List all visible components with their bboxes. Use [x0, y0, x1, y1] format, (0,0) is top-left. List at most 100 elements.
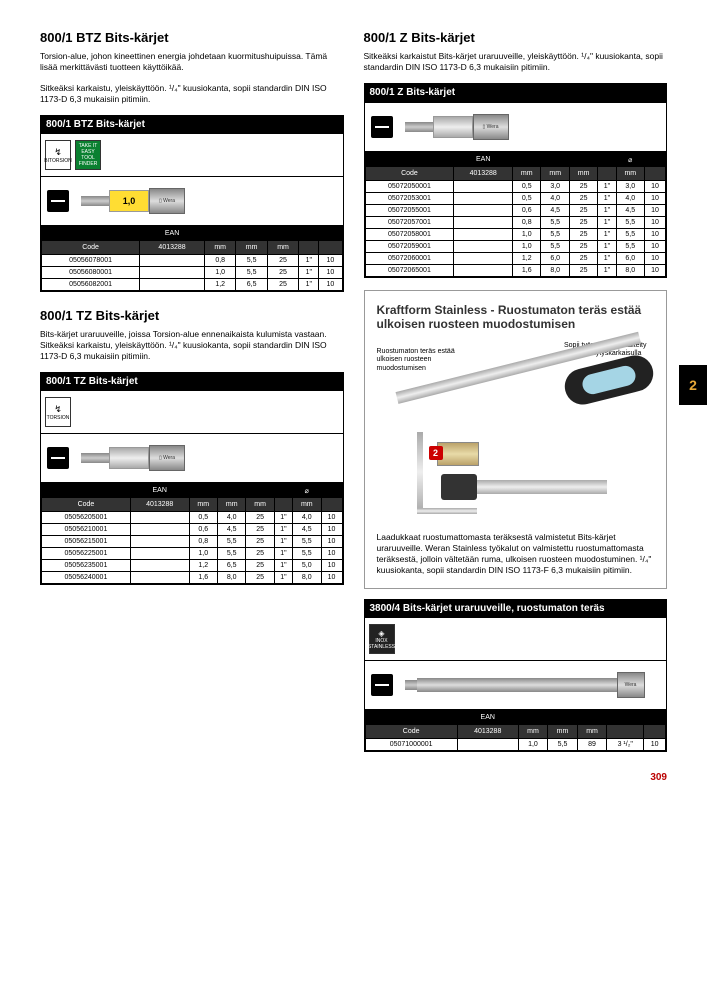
table-cell: 4,5 — [293, 524, 321, 536]
table-header-bar: 800/1 Z Bits-kärjet — [364, 83, 668, 102]
table-cell: 1" — [274, 572, 292, 584]
left-column: 800/1 BTZ Bits-kärjet Torsion-alue, joho… — [40, 30, 344, 752]
bit-image: ▯ Wera — [405, 113, 509, 141]
product-image-row: ▯ Wera — [40, 434, 344, 482]
table-cell: 25 — [246, 536, 274, 548]
table-header-cell — [645, 153, 666, 167]
table-row: 050562400011,68,0251"8,010 — [42, 572, 343, 584]
table-cell: 6,5 — [236, 279, 267, 291]
table-subheader-cell: mm — [246, 498, 274, 512]
table-subheader-cell: mm — [541, 167, 569, 181]
table-header-cell — [321, 484, 342, 498]
table-cell: 8,0 — [541, 265, 569, 277]
table-cell: 3,0 — [541, 181, 569, 193]
table-cell: 3,0 — [616, 181, 644, 193]
table-cell: 4,5 — [541, 205, 569, 217]
section-desc: Bits-kärjet uraruuveille, joissa Torsion… — [40, 329, 344, 362]
table-cell: 05071000001 — [365, 739, 457, 751]
table-header-cell — [217, 484, 245, 498]
table-subheader-cell: mm — [577, 725, 607, 739]
table-row: 050720550010,64,5251"4,510 — [365, 205, 666, 217]
feature-icon-row: ◈ INOX STAINLESS — [364, 618, 668, 661]
table-cell: 1" — [598, 205, 616, 217]
table-cell: 25 — [246, 524, 274, 536]
spec-table-z: EAN⌀Code4013288mmmmmmmm050720500010,53,0… — [364, 151, 668, 278]
table-cell — [454, 181, 513, 193]
table-cell: 05072055001 — [365, 205, 454, 217]
table-subheader-cell: mm — [204, 241, 235, 255]
product-image-row: Wera — [364, 661, 668, 709]
table-row: 050560780010,85,5251"10 — [42, 255, 343, 267]
table-header-bar: 800/1 BTZ Bits-kärjet — [40, 115, 344, 134]
table-cell: 0,5 — [513, 193, 541, 205]
table-header-cell: ⌀ — [616, 153, 644, 167]
table-cell: 8,0 — [293, 572, 321, 584]
table-cell: 10 — [321, 536, 342, 548]
torsion-icon: ↯TORSION — [45, 397, 71, 427]
side-tab-label: 2 — [689, 377, 697, 393]
table-header-cell: EAN — [140, 227, 205, 241]
table-subheader-cell — [299, 241, 319, 255]
table-cell: 05056225001 — [42, 548, 131, 560]
catalog-page: 800/1 BTZ Bits-kärjet Torsion-alue, joho… — [0, 0, 707, 772]
table-cell: 05056235001 — [42, 560, 131, 572]
table-header-cell — [518, 711, 548, 725]
table-header-row: EAN — [42, 227, 343, 241]
table-cell: 8,0 — [217, 572, 245, 584]
table-cell: 25 — [569, 241, 597, 253]
table-subheader-row: Code4013288mmmmmmmm — [365, 167, 666, 181]
table-cell: 0,8 — [513, 217, 541, 229]
table-cell — [140, 267, 205, 279]
spec-table-btz: EANCode4013288mmmmmm050560780010,85,5251… — [40, 225, 344, 292]
table-cell: 1" — [598, 181, 616, 193]
table-header-cell — [319, 227, 342, 241]
table-cell: 1,0 — [189, 548, 217, 560]
right-column: 800/1 Z Bits-kärjet Sitkeäksi karkaistut… — [364, 30, 668, 752]
table-cell: 25 — [569, 217, 597, 229]
table-cell — [130, 572, 189, 584]
table-cell: 25 — [267, 267, 298, 279]
table-cell — [454, 205, 513, 217]
table-cell: 25 — [569, 181, 597, 193]
section-desc: Sitkeäksi karkaistut Bits-kärjet uraruuv… — [364, 51, 668, 73]
table-header-bar: 3800/4 Bits-kärjet uraruuveille, ruostum… — [364, 599, 668, 618]
table-cell: 05056215001 — [42, 536, 131, 548]
table-subheader-cell — [274, 498, 292, 512]
table-cell: 10 — [321, 512, 342, 524]
table-cell: 1" — [299, 279, 319, 291]
bit-image: ▯ Wera — [81, 444, 185, 472]
table-header-cell — [644, 711, 666, 725]
table-cell: 10 — [645, 193, 666, 205]
table-cell — [130, 560, 189, 572]
table-header-cell: ⌀ — [293, 484, 321, 498]
table-cell — [140, 279, 205, 291]
table-cell: 05056078001 — [42, 255, 140, 267]
table-header-cell — [42, 484, 131, 498]
table-cell: 25 — [246, 548, 274, 560]
table-cell — [457, 739, 518, 751]
table-cell: 6,5 — [217, 560, 245, 572]
table-header-cell — [365, 711, 457, 725]
table-header-cell: EAN — [457, 711, 518, 725]
table-cell: 10 — [319, 267, 342, 279]
table-subheader-cell: Code — [42, 498, 131, 512]
table-cell: 1,0 — [513, 229, 541, 241]
table-cell: 5,5 — [616, 241, 644, 253]
table-header-cell — [42, 227, 140, 241]
table-header-cell: EAN — [454, 153, 513, 167]
table-subheader-cell: mm — [217, 498, 245, 512]
table-subheader-cell: mm — [518, 725, 548, 739]
table-cell: 1" — [598, 229, 616, 241]
table-subheader-cell: mm — [236, 241, 267, 255]
page-number: 309 — [0, 772, 707, 793]
table-subheader-cell — [321, 498, 342, 512]
table-row: 050562350011,26,5251"5,010 — [42, 560, 343, 572]
table-header-cell — [246, 484, 274, 498]
table-cell: 10 — [321, 548, 342, 560]
table-header-cell — [569, 153, 597, 167]
table-header-cell — [189, 484, 217, 498]
product-image-row: 1,0 ▯ Wera — [40, 177, 344, 225]
table-cell: 8,0 — [616, 265, 644, 277]
table-cell — [130, 536, 189, 548]
table-cell: 1" — [274, 524, 292, 536]
